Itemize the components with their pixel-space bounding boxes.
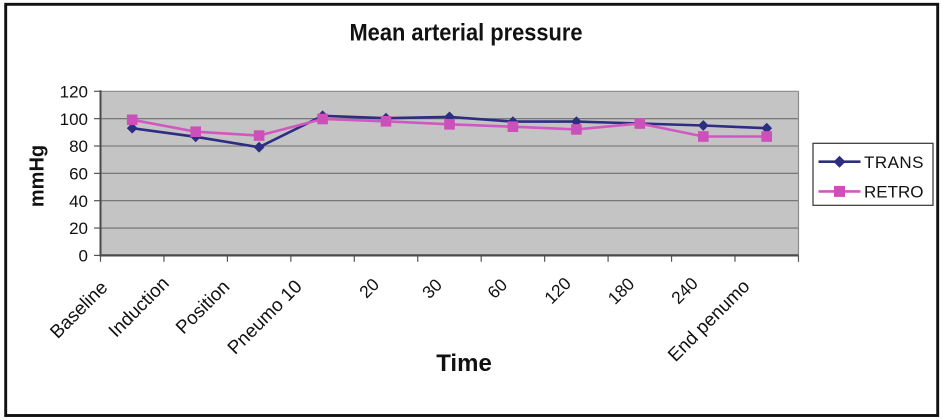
svg-text:60: 60 — [69, 165, 88, 184]
svg-text:80: 80 — [69, 137, 88, 156]
svg-text:TRANS: TRANS — [864, 153, 924, 172]
svg-text:100: 100 — [60, 110, 88, 129]
svg-text:120: 120 — [60, 82, 88, 101]
svg-text:Mean arterial pressure: Mean arterial pressure — [350, 20, 583, 47]
svg-text:RETRO: RETRO — [864, 183, 924, 202]
svg-text:40: 40 — [69, 192, 88, 211]
svg-text:20: 20 — [69, 219, 88, 238]
svg-text:mmHg: mmHg — [27, 145, 49, 207]
svg-text:Time: Time — [436, 350, 492, 377]
svg-text:0: 0 — [79, 247, 88, 266]
